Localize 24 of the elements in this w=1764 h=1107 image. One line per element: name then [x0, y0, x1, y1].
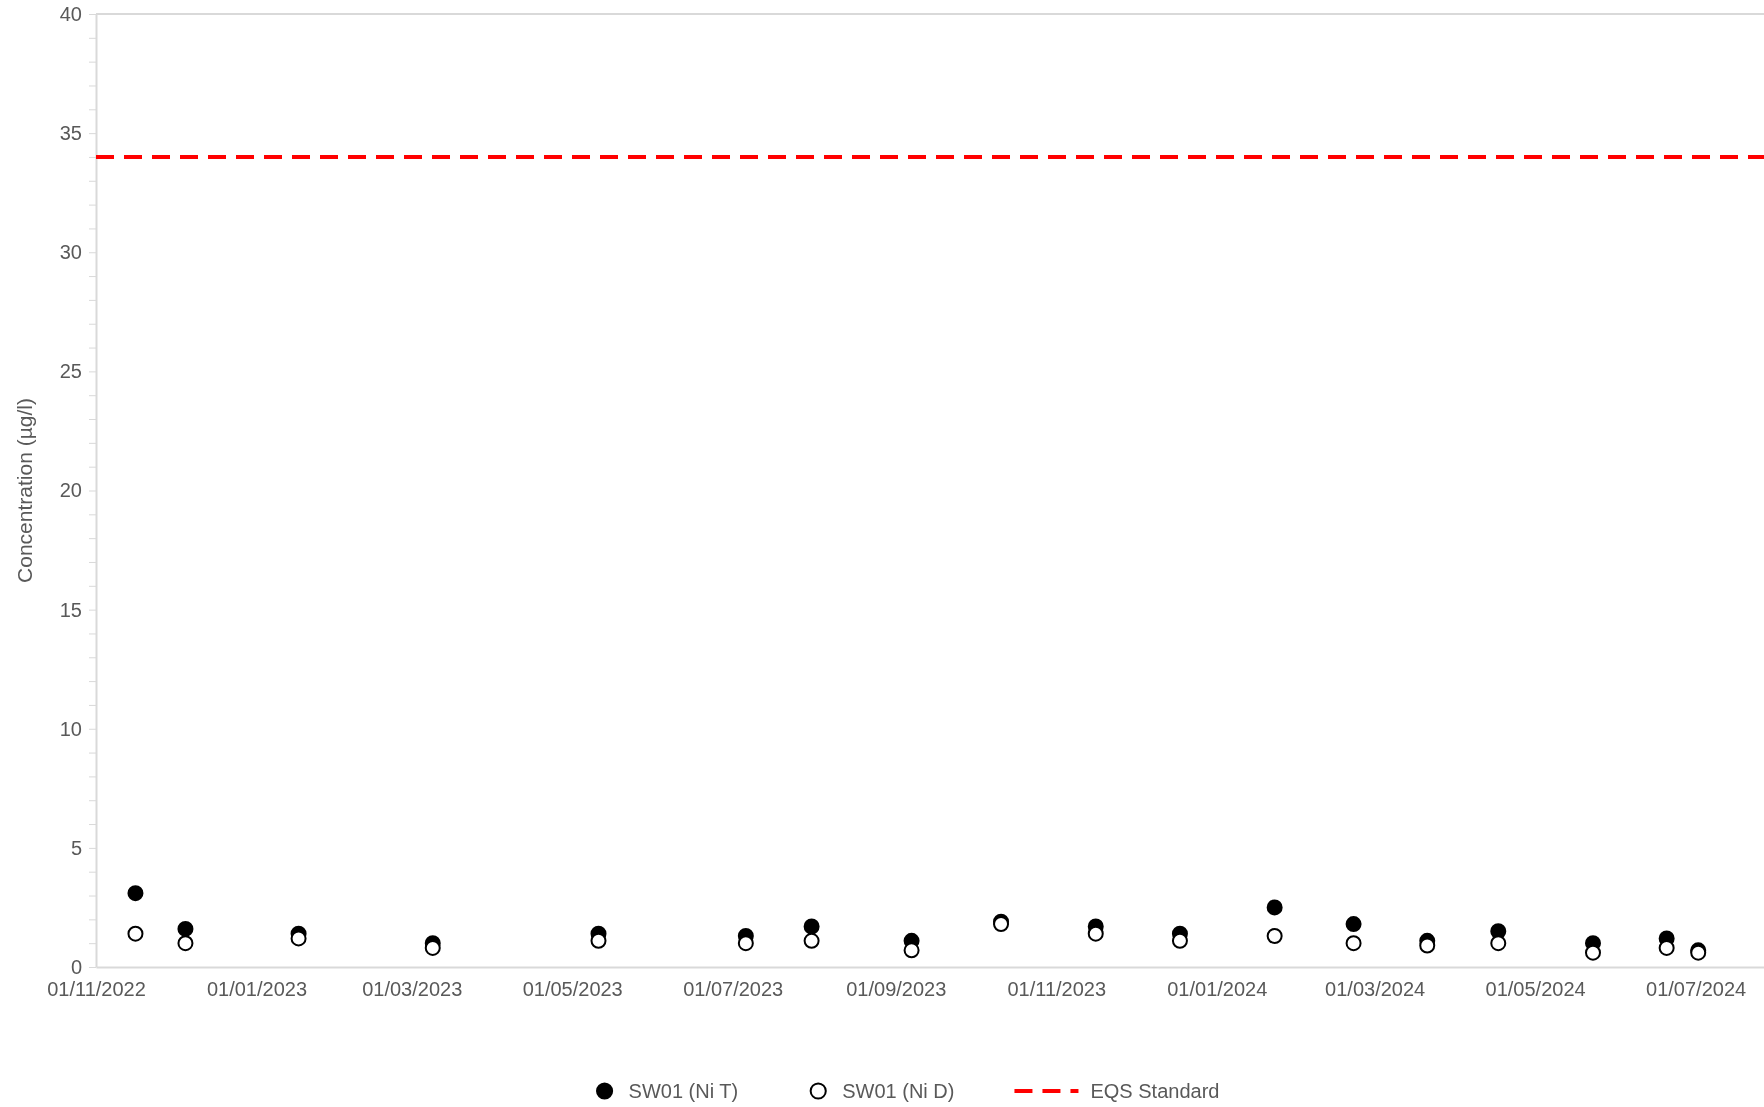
y-tick-label: 20 [59, 479, 82, 502]
x-tick-label: 01/03/2024 [1325, 978, 1426, 1000]
y-tick-label: 30 [59, 241, 82, 264]
x-tick-label: 01/01/2024 [1167, 978, 1268, 1000]
y-tick-label: 5 [70, 836, 82, 859]
y-tick-label: 10 [59, 717, 82, 740]
y-tick-label: 0 [70, 955, 82, 978]
x-tick-label: 01/05/2024 [1485, 978, 1586, 1000]
x-tick-label: 01/03/2023 [362, 978, 463, 1000]
legend-label: EQS Standard [1090, 1080, 1220, 1102]
y-tick-label: 35 [59, 122, 82, 145]
x-tick-label: 01/07/2023 [683, 978, 784, 1000]
y-tick-label: 40 [59, 2, 82, 25]
legend-label: SW01 (Ni D) [842, 1080, 955, 1102]
x-tick-label: 01/11/2022 [47, 978, 146, 1000]
y-tick-label: 15 [59, 598, 82, 621]
x-tick-label: 01/07/2024 [1646, 978, 1747, 1000]
x-tick-label: 01/11/2023 [1007, 978, 1107, 1000]
x-tick-label: 01/09/2023 [846, 978, 947, 1000]
y-axis-title: Concentration (µg/l) [13, 398, 36, 583]
x-tick-label: 01/05/2023 [522, 978, 623, 1000]
legend-label: SW01 (Ni T) [628, 1080, 739, 1102]
x-tick-label: 01/01/2023 [206, 978, 308, 1000]
y-tick-label: 25 [59, 360, 82, 383]
